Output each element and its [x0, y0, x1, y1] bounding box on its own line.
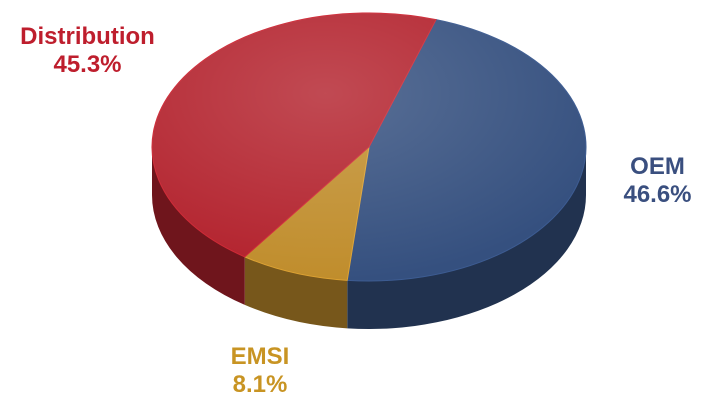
emsi-name: EMSI — [230, 343, 290, 370]
distribution-percent: 45.3% — [53, 50, 122, 78]
pie-sides — [152, 147, 586, 329]
distribution-name: Distribution — [20, 23, 155, 50]
emsi-percent: 8.1% — [232, 370, 288, 398]
distribution-slice-side — [152, 147, 245, 305]
oem-label: OEM 46.6% — [605, 153, 710, 208]
emsi-slice-side — [244, 256, 348, 329]
distribution-label: Distribution 45.3% — [0, 23, 175, 78]
oem-percent: 46.6% — [623, 180, 692, 208]
pie-tops — [151, 12, 587, 282]
oem-name: OEM — [630, 153, 685, 180]
emsi-label: EMSI 8.1% — [200, 343, 320, 398]
oem-slice-side — [347, 147, 586, 329]
pie-gloss — [152, 13, 586, 281]
